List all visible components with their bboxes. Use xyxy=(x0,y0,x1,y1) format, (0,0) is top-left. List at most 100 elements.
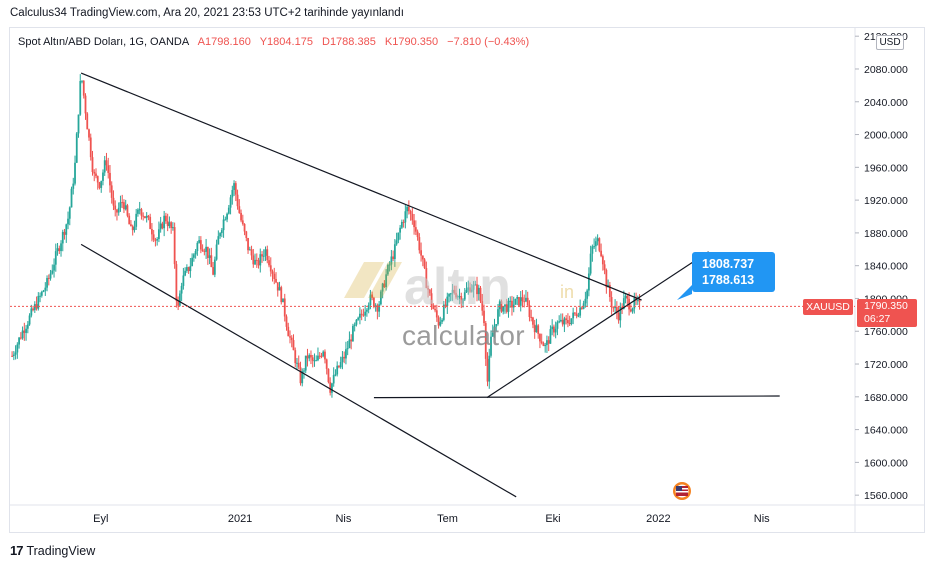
candle-body xyxy=(140,209,143,216)
price-tick-label: 1720.000 xyxy=(864,359,908,371)
price-axis[interactable]: 2120.0002080.0002040.0002000.0001960.000… xyxy=(855,31,908,502)
candle-body xyxy=(619,307,622,321)
tradingview-logo-icon[interactable]: 17 xyxy=(10,543,24,558)
candle-body xyxy=(406,206,409,212)
time-tick-label: Nis xyxy=(335,513,351,525)
candle-body xyxy=(285,316,288,327)
candle-body xyxy=(437,317,440,326)
candle-body xyxy=(388,264,391,266)
candle-body xyxy=(530,316,533,318)
candle-body xyxy=(121,202,124,204)
publication-info: Calculus34 TradingView.com, Ara 20, 2021… xyxy=(10,7,404,19)
chart-frame[interactable] xyxy=(9,27,925,533)
time-tick-label: Eyl xyxy=(93,513,108,525)
time-tick-label: 2022 xyxy=(646,513,670,525)
candle-body xyxy=(276,282,279,291)
candle-body xyxy=(493,326,496,333)
candle-body xyxy=(145,215,148,218)
candle-body xyxy=(109,172,111,186)
callout-lower: 1788.613 xyxy=(702,273,755,287)
candle-body xyxy=(86,113,89,130)
candle-body xyxy=(233,183,235,190)
candle-body xyxy=(453,289,456,293)
price-callout[interactable]: 1808.737 1788.613 xyxy=(692,252,775,292)
trendline-upper[interactable] xyxy=(80,72,642,301)
candle-body xyxy=(171,227,174,229)
candle-body xyxy=(297,362,300,368)
candle-body xyxy=(220,230,223,234)
time-axis[interactable]: Eyl 2021 Nis Tem Eki 2022 Nis xyxy=(93,513,770,525)
candle-body xyxy=(598,238,601,251)
candle-body xyxy=(222,219,225,231)
candle-body xyxy=(402,221,405,223)
candle-body xyxy=(575,313,578,317)
candle-body xyxy=(395,240,398,245)
trendline-lower[interactable] xyxy=(80,243,517,498)
candle-body xyxy=(505,304,508,312)
candle-body xyxy=(11,355,13,357)
price-tick-label: 1640.000 xyxy=(864,425,908,437)
candle-body xyxy=(273,273,276,279)
candle-body xyxy=(427,288,429,290)
candle-body xyxy=(633,298,636,309)
candle-body xyxy=(137,209,139,214)
candle-body xyxy=(601,256,604,265)
trendline-rising[interactable] xyxy=(486,251,709,399)
candle-body xyxy=(61,231,64,244)
candle-body xyxy=(390,256,393,265)
currency-badge[interactable]: USD xyxy=(876,35,904,50)
footer-brand[interactable]: TradingView xyxy=(26,543,96,558)
candle-body xyxy=(484,323,487,359)
candle-body xyxy=(539,333,541,342)
candle-body xyxy=(586,290,589,299)
candle-body xyxy=(294,350,297,364)
candle-body xyxy=(315,360,318,362)
candle-body xyxy=(116,209,118,213)
candle-body xyxy=(462,299,464,304)
candle-body xyxy=(334,374,337,376)
candle-body xyxy=(352,325,354,342)
price-tick-label: 1600.000 xyxy=(864,457,908,469)
candle-body xyxy=(593,246,596,248)
candle-body xyxy=(425,268,428,289)
candle-body xyxy=(283,298,286,317)
us-flag-icon[interactable] xyxy=(669,481,695,501)
candle-body xyxy=(238,206,241,213)
candle-body xyxy=(477,287,480,295)
candle-body xyxy=(177,300,180,306)
candle-body xyxy=(212,267,214,275)
candle-body xyxy=(608,284,611,298)
candle-body xyxy=(102,172,104,181)
legend-high: Y1804.175 xyxy=(259,36,313,48)
candle-body xyxy=(345,349,347,359)
candle-body xyxy=(629,309,632,312)
candle-body xyxy=(269,265,272,272)
candle-body xyxy=(367,304,370,310)
legend-ohlc: A1798.160 Y1804.175 D1788.385 K1790.350 … xyxy=(198,36,535,48)
candle-body xyxy=(546,340,548,346)
candle-body xyxy=(241,220,244,224)
candle-body xyxy=(268,260,270,266)
candle-body xyxy=(37,295,40,309)
price-tick-label: 1680.000 xyxy=(864,392,908,404)
candle-body xyxy=(199,240,202,250)
candle-body xyxy=(81,80,83,82)
candle-body xyxy=(366,309,368,312)
candle-body xyxy=(346,348,349,350)
candle-body xyxy=(364,311,367,316)
candle-body xyxy=(296,362,298,364)
trendline-base[interactable] xyxy=(373,395,780,399)
symbol-price-tag: XAUUSD xyxy=(803,299,853,315)
candle-body xyxy=(469,287,471,292)
candle-body xyxy=(117,207,120,213)
candle-body xyxy=(490,336,492,356)
candle-body xyxy=(114,205,117,210)
candle-body xyxy=(313,360,316,362)
candle-body xyxy=(278,287,281,291)
candle-body xyxy=(423,259,426,269)
candle-body xyxy=(502,306,505,312)
candle-body xyxy=(498,301,501,310)
candle-body xyxy=(341,356,344,363)
candle-body xyxy=(320,355,323,357)
